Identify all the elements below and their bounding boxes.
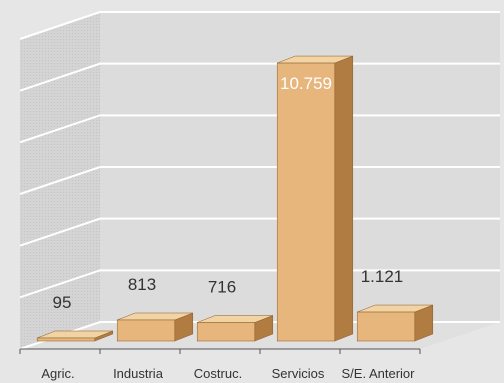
data-labels-group: 95 813 716 10.759 1.121 [53,74,404,312]
bar [196,315,274,342]
bar [276,55,354,342]
grid-line [19,269,500,299]
grid-line [19,11,500,40]
bar [116,312,194,342]
grid-line [19,62,500,92]
bar-front-face [36,337,96,342]
x-tick-label: Servicios [272,366,325,381]
data-label: 1.121 [361,267,404,286]
bar-front-face [116,319,176,342]
bar-front-face [276,62,336,342]
x-tick-label: Agric. [41,366,74,381]
bars-group [36,55,434,342]
x-axis: Agric. Industria Costruc. Servicios S/E. Ant… [19,348,421,381]
grid-line [19,114,500,144]
data-label: 10.759 [280,74,332,93]
bar [36,330,114,342]
bar-front-face [196,322,256,342]
bar-front-face [356,311,416,342]
data-label: 716 [208,278,236,297]
grid-line [19,217,500,247]
x-tick-label: Costruc. [194,366,242,381]
grid-line [19,166,500,195]
bar-side-face [334,55,354,342]
bar [356,304,434,342]
plot-walls [20,12,500,349]
x-tick-label: S/E. Anterior [342,366,416,381]
x-tick-label: Industria [113,366,164,381]
data-label: 813 [128,275,156,294]
data-label: 95 [53,293,72,312]
